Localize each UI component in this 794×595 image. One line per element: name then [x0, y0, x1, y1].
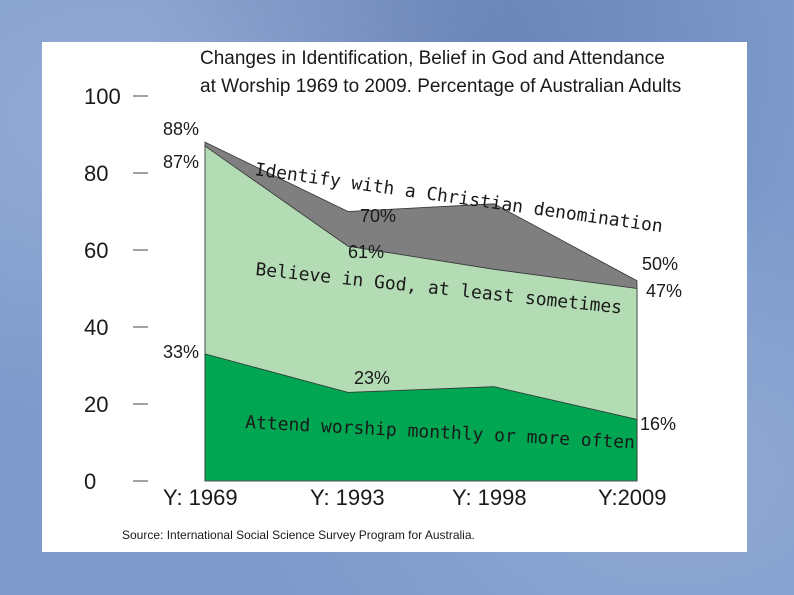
data-label-23: 23%	[354, 368, 390, 388]
y-tick-label-100: 100	[84, 84, 121, 109]
data-label-61: 61%	[348, 242, 384, 262]
data-label-47: 47%	[646, 281, 682, 301]
y-axis: 0 20 40 60 80 100	[84, 84, 637, 494]
data-label-33: 33%	[163, 342, 199, 362]
data-label-50: 50%	[642, 254, 678, 274]
chart-title-line1: Changes in Identification, Belief in God…	[200, 48, 665, 69]
x-label-2009: Y:2009	[598, 485, 667, 510]
x-label-1998: Y: 1998	[452, 485, 527, 510]
y-tick-label-20: 20	[84, 392, 108, 417]
source-note: Source: International Social Science Sur…	[122, 528, 475, 542]
chart-title-line2: at Worship 1969 to 2009. Percentage of A…	[200, 76, 681, 97]
x-label-1993: Y: 1993	[310, 485, 385, 510]
y-tick-label-80: 80	[84, 161, 108, 186]
y-tick-label-60: 60	[84, 238, 108, 263]
y-tick-label-0: 0	[84, 469, 96, 494]
data-label-16: 16%	[640, 414, 676, 434]
data-label-88: 88%	[163, 119, 199, 139]
data-label-70: 70%	[360, 206, 396, 226]
data-label-87: 87%	[163, 152, 199, 172]
area-layer	[204, 141, 638, 482]
y-tick-label-40: 40	[84, 315, 108, 340]
x-label-1969: Y: 1969	[163, 485, 238, 510]
